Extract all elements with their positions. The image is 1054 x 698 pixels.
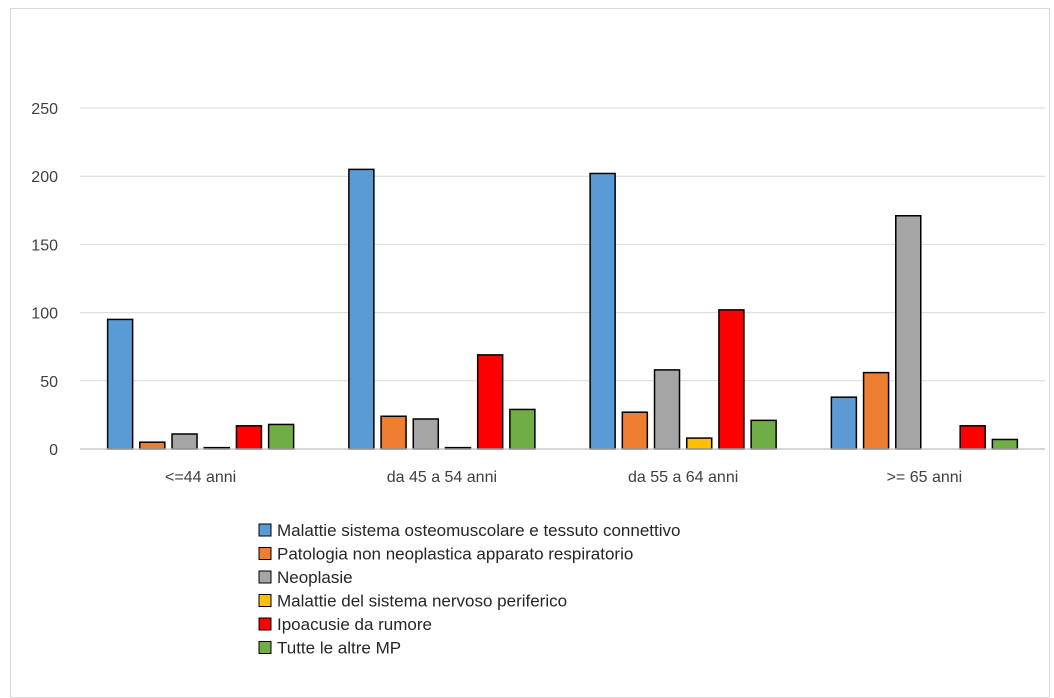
legend-label: Ipoacusie da rumore — [277, 615, 432, 634]
bar-3-3 — [653, 369, 681, 450]
bar-5-2 — [476, 354, 504, 450]
bar-3-2 — [412, 418, 440, 450]
y-tick-label: 0 — [49, 442, 58, 459]
legend-item: Patologia non neoplastica apparato respi… — [258, 545, 633, 564]
bar-chart: 0 50 100 150 200 250 <=44 anni da 45 a 54 anni… — [31, 101, 1045, 658]
legend-swatch — [258, 523, 272, 537]
x-tick-label: >= 65 anni — [887, 469, 963, 486]
bar-3-1 — [171, 433, 198, 450]
legend-swatch — [258, 547, 272, 560]
bar-6-1 — [267, 423, 295, 450]
x-tick-label: da 55 a 64 anni — [628, 469, 738, 486]
x-tick-label: <=44 anni — [165, 469, 236, 486]
bar-6-4 — [991, 438, 1019, 450]
legend-swatch — [258, 617, 272, 631]
legend-item: Neoplasie — [258, 568, 353, 587]
x-tick-label: da 45 a 54 anni — [387, 469, 497, 486]
bar-5-4 — [959, 425, 986, 450]
legend-swatch — [258, 570, 272, 584]
legend-label: Malattie del sistema nervoso periferico — [277, 592, 567, 611]
bar-2-4 — [862, 371, 890, 450]
bar-6-3 — [750, 419, 777, 450]
legend-item: Malattie del sistema nervoso periferico — [258, 592, 567, 611]
y-tick-label: 250 — [31, 101, 58, 118]
y-tick-label: 150 — [31, 237, 58, 254]
bar-5-1 — [235, 425, 263, 450]
chart-frame — [10, 8, 1050, 698]
bar-1-1 — [106, 318, 134, 450]
bar-1-3 — [589, 172, 616, 450]
legend-label: Malattie sistema osteomuscolare e tessut… — [277, 521, 680, 540]
y-tick-label: 50 — [40, 374, 58, 391]
legend-label: Neoplasie — [277, 568, 353, 587]
y-tick-label: 100 — [31, 306, 58, 323]
y-tick-label: 200 — [31, 169, 58, 186]
legend-swatch — [258, 641, 272, 654]
bar-4-3 — [685, 437, 713, 450]
legend-item: Malattie sistema osteomuscolare e tessut… — [258, 521, 680, 540]
legend-item: Tutte le altre MP — [258, 639, 401, 658]
legend-label: Patologia non neoplastica apparato respi… — [277, 545, 633, 564]
bar-1-4 — [830, 396, 858, 450]
legend: Malattie sistema osteomuscolare e tessut… — [258, 521, 680, 658]
legend-swatch — [258, 594, 272, 607]
bar-1-2 — [348, 168, 375, 450]
bars — [106, 168, 1019, 450]
x-axis-ticks: <=44 anni da 45 a 54 anni da 55 a 64 anni >… — [80, 448, 1045, 486]
bar-2-1 — [139, 441, 166, 450]
bar-5-3 — [718, 309, 745, 450]
bar-6-2 — [509, 408, 536, 450]
bar-2-2 — [380, 415, 407, 450]
y-axis-ticks: 0 50 100 150 200 250 — [31, 101, 58, 459]
legend-item: Ipoacusie da rumore — [258, 615, 432, 634]
legend-label: Tutte le altre MP — [277, 639, 401, 658]
bar-2-3 — [621, 411, 649, 450]
bar-3-4 — [895, 215, 922, 450]
